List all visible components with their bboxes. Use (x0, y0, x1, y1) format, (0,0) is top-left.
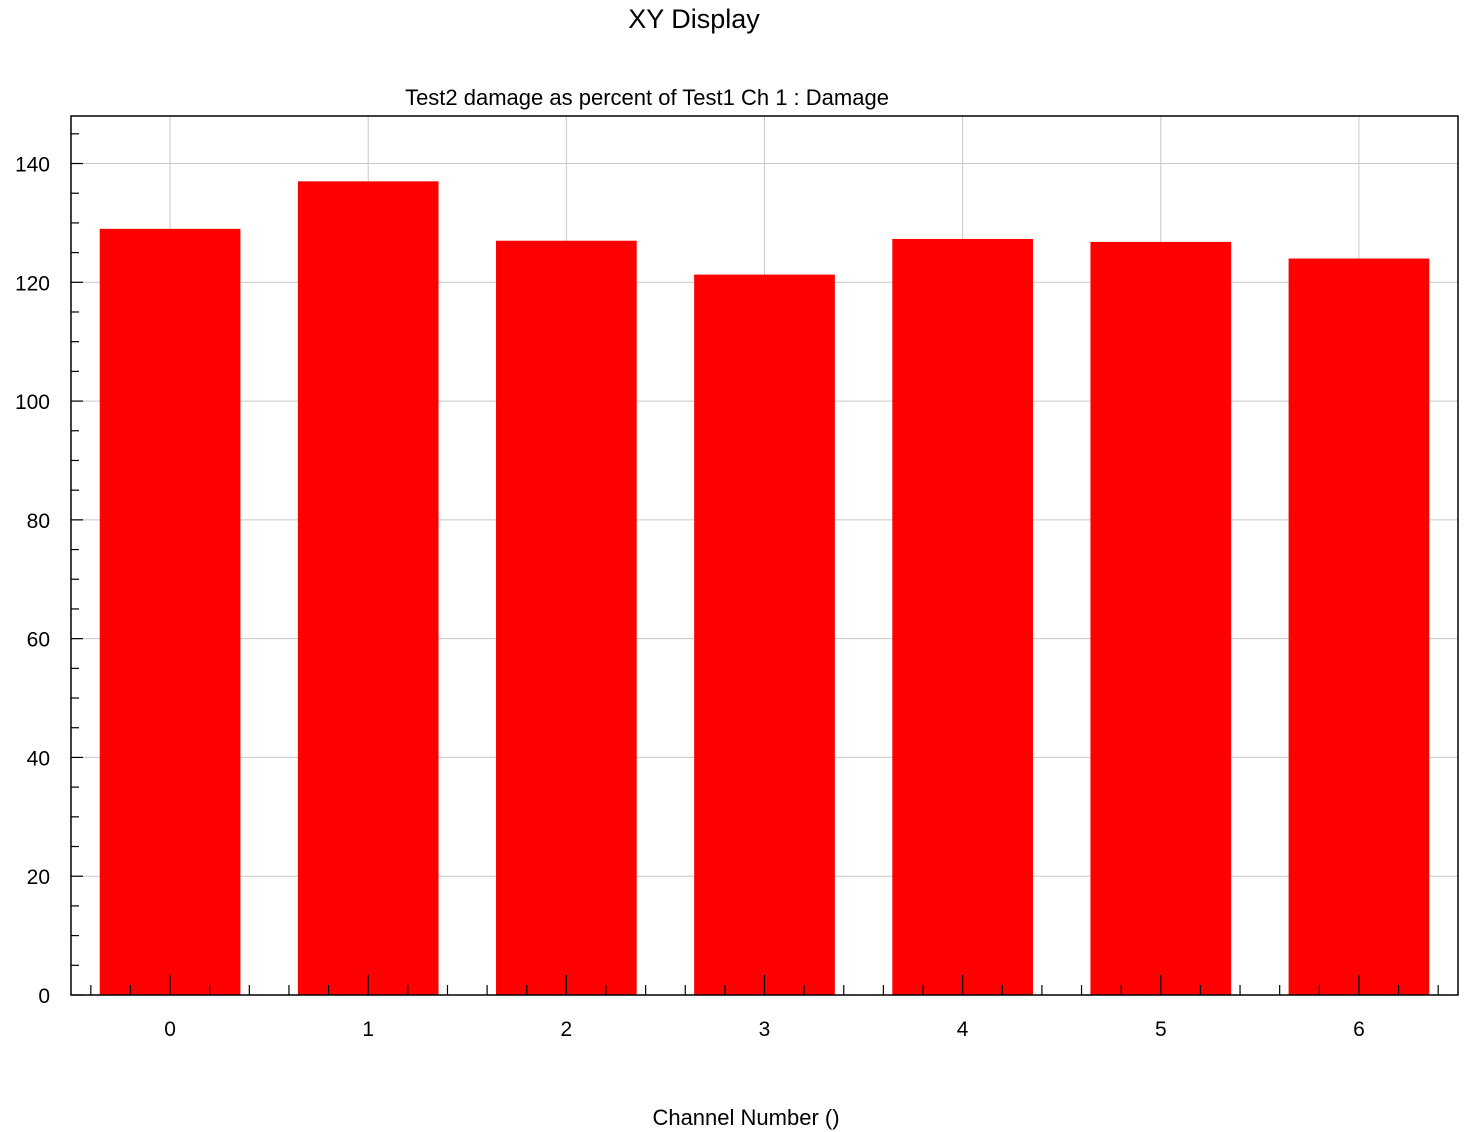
window-title: XY Display (628, 4, 760, 34)
x-tick-label: 4 (957, 1018, 969, 1041)
y-tick-label: 80 (27, 510, 50, 533)
y-tick-label: 120 (15, 272, 50, 295)
x-tick-label: 6 (1353, 1018, 1365, 1041)
bar-0 (99, 228, 241, 995)
x-tick-label: 5 (1155, 1018, 1167, 1041)
y-tick-label: 0 (38, 985, 50, 1008)
chart-subtitle: Test2 damage as percent of Test1 Ch 1 : … (405, 85, 889, 110)
x-tick-label: 3 (759, 1018, 771, 1041)
bar-2 (496, 240, 637, 996)
x-tick-label: 0 (164, 1018, 176, 1041)
bar-3 (694, 274, 835, 995)
tick-labels: 0 20 40 60 80 100 120 140 0 1 2 3 4 5 6 (15, 154, 1365, 1041)
bar-5 (1090, 241, 1232, 995)
x-tick-label: 2 (561, 1018, 573, 1041)
bar-1 (297, 181, 439, 996)
axes (70, 115, 1459, 996)
bar-4 (892, 238, 1033, 995)
bars (99, 181, 1430, 996)
y-tick-label: 20 (27, 866, 50, 889)
y-tick-label: 140 (15, 154, 50, 177)
y-tick-label: 40 (27, 747, 50, 770)
x-axis-title: Channel Number () (652, 1105, 839, 1130)
y-tick-label: 60 (27, 629, 50, 652)
y-tick-label: 100 (15, 391, 50, 414)
bar-6 (1288, 258, 1430, 995)
x-tick-label: 1 (362, 1018, 374, 1041)
